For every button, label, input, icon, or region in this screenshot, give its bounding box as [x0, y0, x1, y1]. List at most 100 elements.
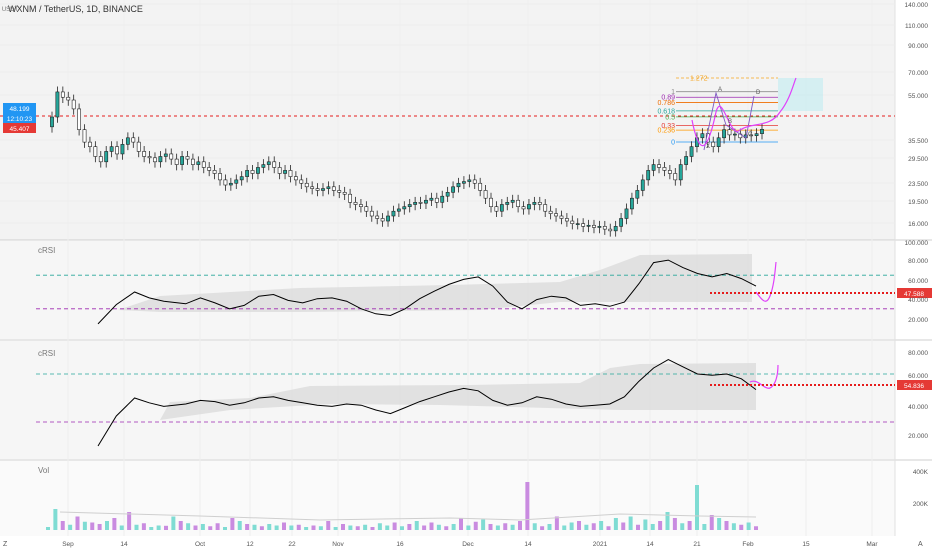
time-tick-label: 22 — [288, 541, 296, 548]
crsi-line — [97, 359, 757, 447]
volume-bar — [318, 526, 323, 530]
candle — [359, 199, 363, 213]
candle-body-down — [93, 146, 98, 157]
volume-bar — [702, 524, 707, 530]
candle — [201, 156, 206, 174]
price-tick-label: 140.000 — [905, 2, 929, 9]
time-tick-label: Dec — [462, 541, 474, 548]
candle-body-up — [462, 181, 466, 184]
volume-bar — [459, 518, 463, 530]
time-tick-label: Feb — [742, 541, 754, 548]
corner-left-label[interactable]: Z — [3, 541, 8, 548]
harmonic-pattern[interactable]: X A B C D — [691, 77, 797, 151]
time-tick-label: Nov — [332, 541, 344, 548]
candle — [445, 186, 450, 202]
candle — [234, 174, 239, 190]
countdown-badge[interactable]: 12:10:23 — [3, 113, 36, 123]
candle — [516, 194, 521, 213]
time-tick-label: Sep — [62, 541, 74, 548]
crsi-value-badge[interactable]: 47.588 — [897, 288, 932, 298]
volume-bar — [680, 523, 685, 530]
candle-body-up — [646, 170, 651, 181]
candle-body-down — [359, 204, 363, 207]
candle-body-down — [418, 202, 423, 204]
countdown-badge-text: 12:10:23 — [7, 116, 33, 123]
price-pane[interactable] — [0, 0, 895, 240]
last-price-badge-text: 45.407 — [10, 126, 30, 133]
volume-bar — [296, 524, 301, 530]
candle — [277, 162, 282, 180]
volume-bar — [348, 525, 353, 530]
time-tick-label: 21 — [693, 541, 701, 548]
volume-bar — [326, 521, 331, 530]
time-axis-area[interactable] — [0, 536, 932, 550]
candle-body-up — [261, 164, 266, 168]
volume-bars — [46, 482, 758, 530]
candle — [646, 164, 651, 186]
candle-body-down — [147, 156, 152, 159]
price-tick-label: 55.000 — [908, 93, 928, 100]
candle — [55, 86, 60, 123]
volume-bar — [503, 523, 508, 530]
time-tick-label: 15 — [802, 541, 810, 548]
candle — [348, 188, 352, 209]
corner-right-label[interactable]: A — [918, 541, 923, 548]
volume-bar — [200, 524, 205, 530]
volume-bar — [488, 524, 493, 530]
candle — [218, 168, 222, 186]
chart-title[interactable]: WXNM / TetherUS, 1D, BINANCE — [8, 4, 143, 14]
volume-bar — [407, 524, 412, 530]
volume-pane[interactable] — [0, 461, 895, 536]
candle-body-up — [321, 188, 325, 191]
candle-body-up — [754, 133, 759, 136]
crsi-value-badge-text: 54.836 — [904, 383, 924, 390]
candle-body-down — [369, 210, 374, 217]
candle — [407, 199, 412, 213]
fib-level-label: 0 — [671, 140, 675, 147]
projection-curve — [691, 77, 797, 147]
candle — [163, 148, 168, 163]
candle-body-down — [207, 167, 212, 171]
volume-bar — [186, 523, 191, 530]
crsi-value-badge[interactable]: 54.836 — [897, 380, 932, 390]
price-axis-area[interactable] — [895, 0, 932, 536]
volume-bar — [510, 524, 515, 530]
candle-body-down — [489, 197, 493, 207]
candle-body-down — [82, 129, 87, 143]
volume-bar — [754, 526, 758, 530]
candle-body-down — [516, 199, 521, 207]
candle — [158, 151, 163, 168]
volume-bar — [377, 523, 382, 530]
crsi2-title[interactable]: cRSI — [38, 349, 55, 358]
candle-body-up — [624, 208, 629, 219]
crsi-projection — [749, 364, 779, 389]
candle-body-up — [586, 224, 591, 227]
candle-body-up — [619, 218, 623, 227]
volume-title[interactable]: Vol — [38, 466, 49, 475]
candle — [115, 141, 119, 160]
pattern-point-label: B — [728, 119, 732, 125]
candle — [494, 201, 499, 217]
candle — [483, 185, 488, 204]
volume-bar — [658, 521, 663, 530]
volume-bar — [215, 523, 220, 530]
candle-body-up — [402, 206, 407, 210]
axes: 140.000110.00090.00070.00055.00035.50029… — [3, 2, 929, 548]
band-fill — [118, 254, 752, 312]
volume-bar — [370, 527, 375, 530]
candle — [109, 141, 114, 158]
candle-body-down — [212, 170, 217, 174]
crsi-tick-label: 100.000 — [905, 240, 929, 247]
crsi1-title[interactable]: cRSI — [38, 246, 55, 255]
candle-body-down — [288, 170, 293, 177]
last-price-badge[interactable]: 45.407 — [3, 123, 36, 133]
current-price-badge[interactable]: 48.199 — [3, 103, 36, 113]
candle-body-down — [250, 170, 255, 174]
candle-body-up — [163, 153, 168, 157]
candle — [760, 123, 764, 140]
candle-body-up — [396, 208, 401, 212]
candle — [228, 177, 233, 191]
crsi-tick-label: 60.000 — [908, 278, 928, 285]
